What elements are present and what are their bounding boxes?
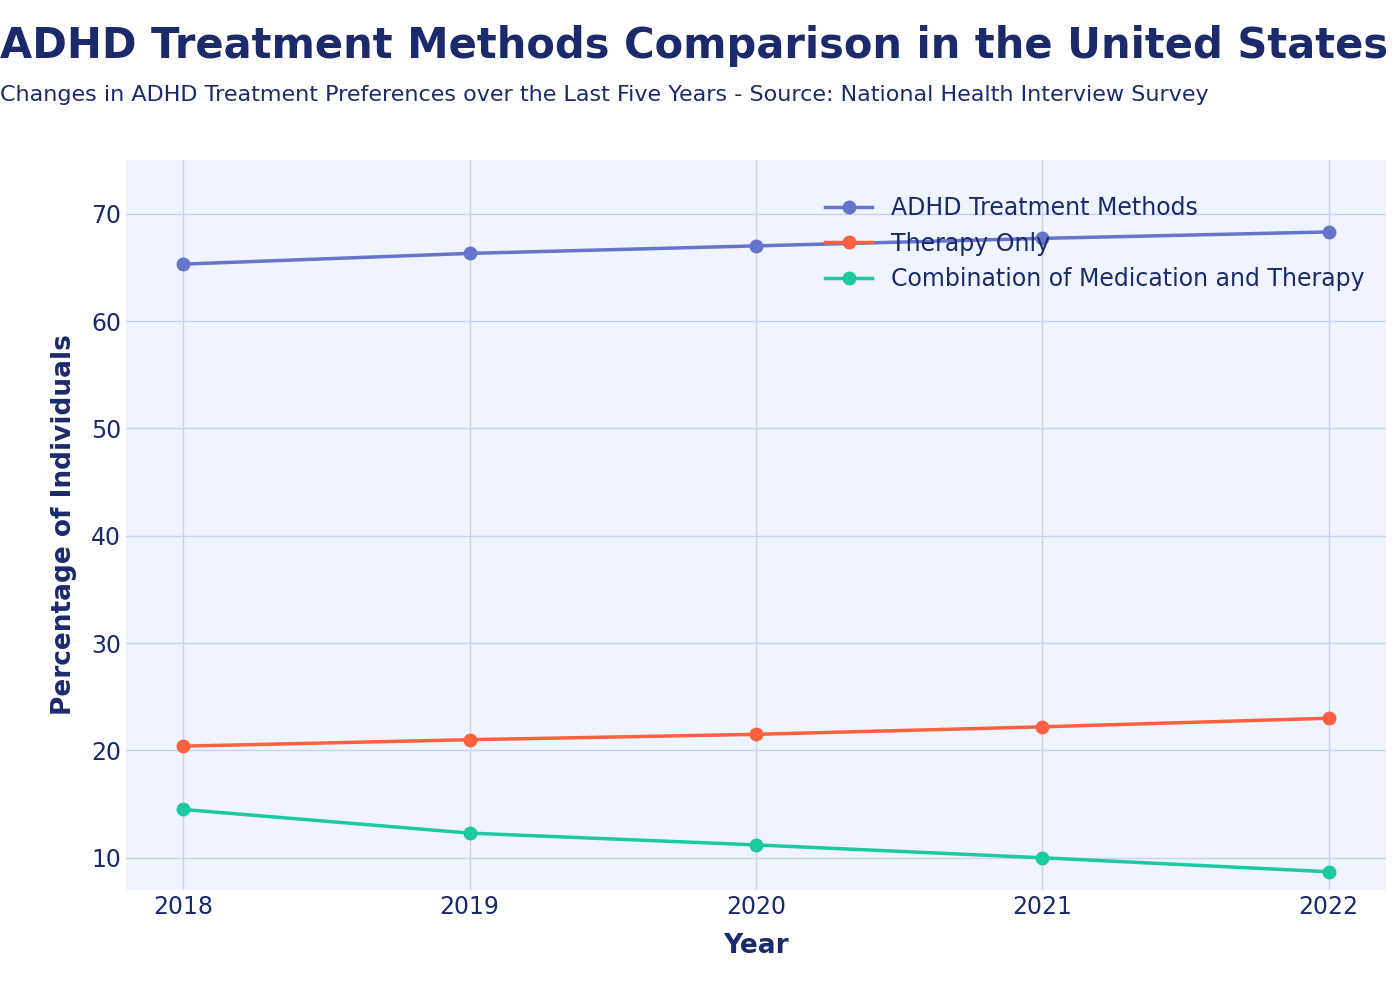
Combination of Medication and Therapy [1035, 852, 1051, 864]
ADHD Treatment Methods [461, 247, 477, 259]
Therapy Only [461, 734, 477, 746]
Line: Combination of Medication and Therapy: Combination of Medication and Therapy [176, 803, 1336, 878]
Combination of Medication and Therapy [1320, 866, 1337, 878]
Text: Changes in ADHD Treatment Preferences over the Last Five Years - Source: Nationa: Changes in ADHD Treatment Preferences ov… [0, 85, 1208, 105]
Combination of Medication and Therapy [748, 839, 764, 851]
Y-axis label: Percentage of Individuals: Percentage of Individuals [50, 335, 77, 715]
X-axis label: Year: Year [724, 933, 788, 959]
Legend: ADHD Treatment Methods, Therapy Only, Combination of Medication and Therapy: ADHD Treatment Methods, Therapy Only, Co… [816, 186, 1375, 301]
ADHD Treatment Methods [1035, 232, 1051, 244]
Text: ADHD Treatment Methods Comparison in the United States (2018-2022): ADHD Treatment Methods Comparison in the… [0, 25, 1400, 67]
ADHD Treatment Methods [1320, 226, 1337, 238]
ADHD Treatment Methods [748, 240, 764, 252]
Combination of Medication and Therapy [175, 803, 192, 815]
Line: Therapy Only: Therapy Only [176, 712, 1336, 752]
Line: ADHD Treatment Methods: ADHD Treatment Methods [176, 226, 1336, 270]
Therapy Only [748, 728, 764, 740]
Combination of Medication and Therapy [461, 827, 477, 839]
ADHD Treatment Methods [175, 258, 192, 270]
Therapy Only [1320, 712, 1337, 724]
Therapy Only [175, 740, 192, 752]
Therapy Only [1035, 721, 1051, 733]
